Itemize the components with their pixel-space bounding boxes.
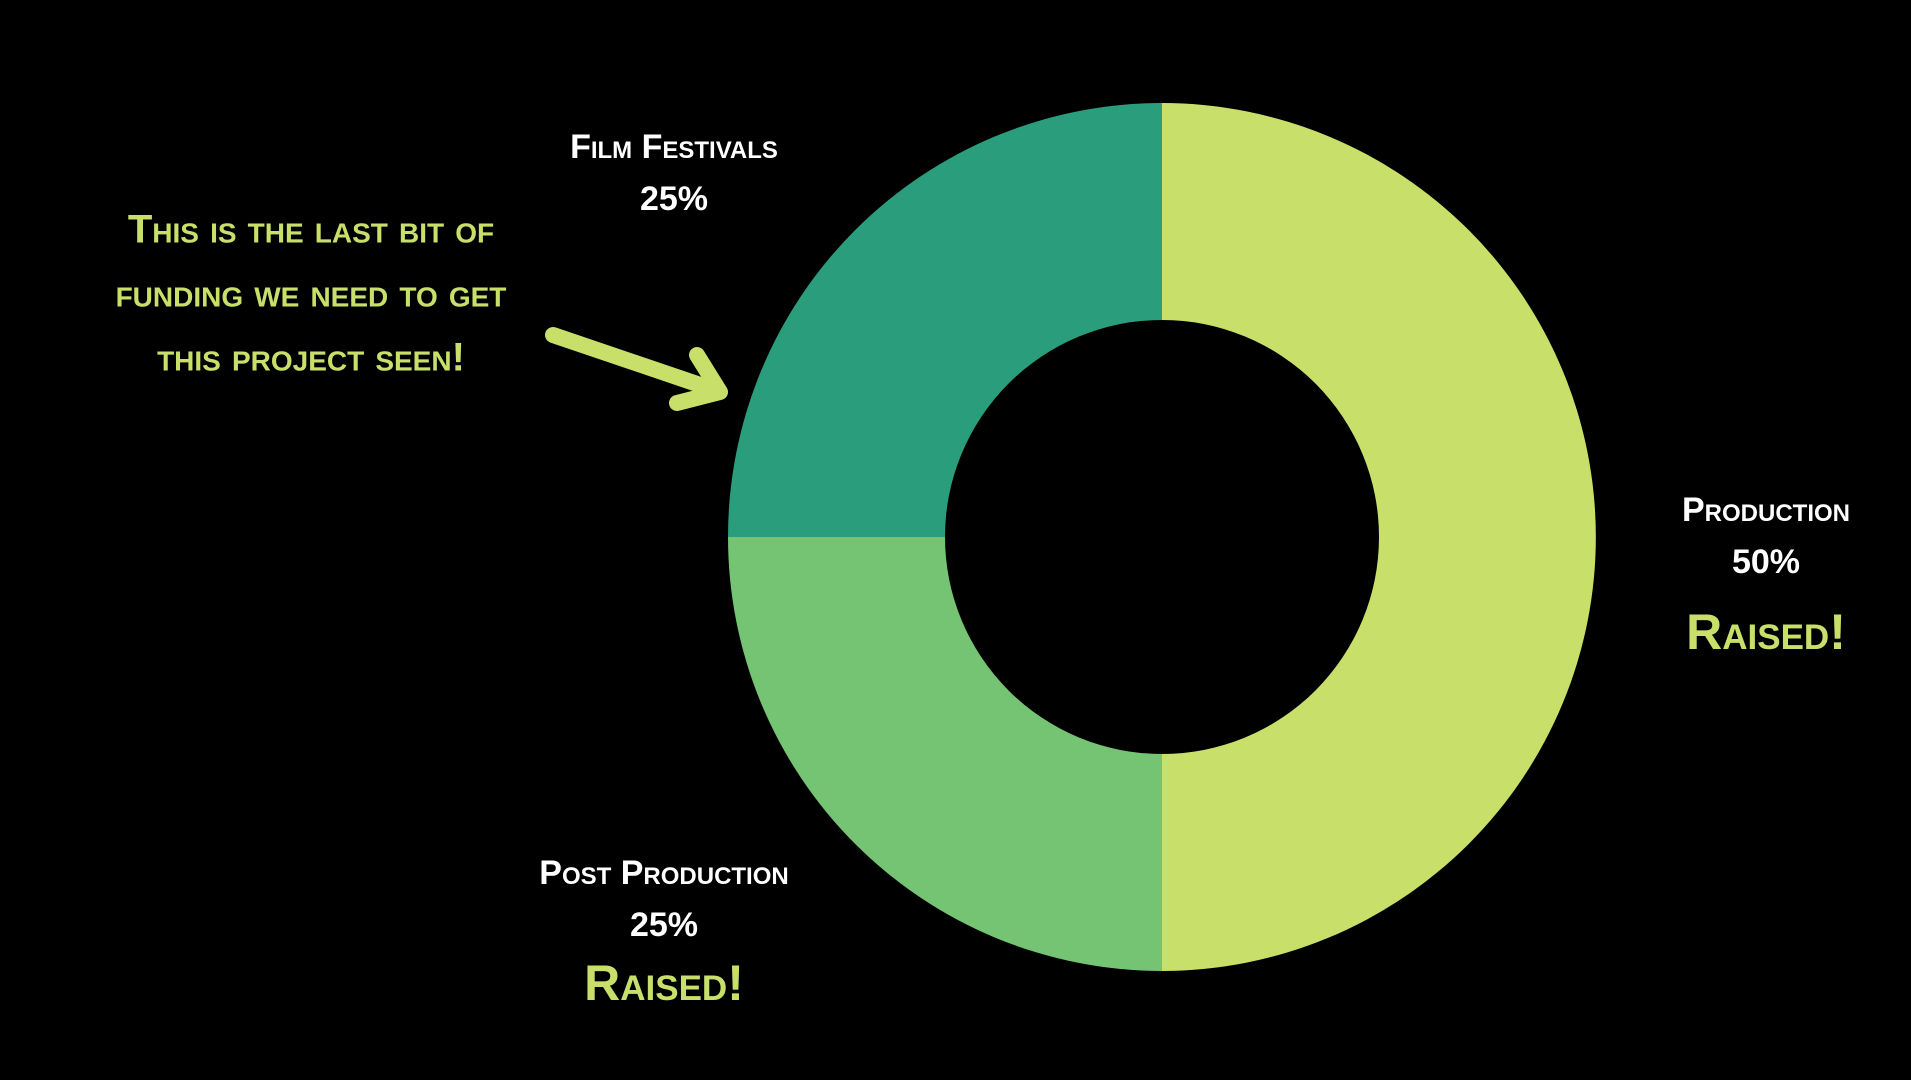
donut-slice — [728, 537, 1162, 971]
slice-label: Film Festivals — [570, 128, 778, 166]
raised-annotation: Raised! — [1686, 604, 1846, 660]
callout-text: This is the last bit of — [128, 208, 494, 252]
slice-label: Post Production — [539, 854, 788, 892]
slice-label: Production — [1682, 491, 1850, 529]
callout-text: funding we need to get — [116, 272, 507, 316]
callout-arrow — [545, 327, 728, 411]
callout-text: this project seen! — [157, 336, 465, 380]
raised-annotation: Raised! — [584, 955, 744, 1011]
donut-slice — [1162, 103, 1596, 971]
value-label: 25% — [640, 180, 708, 218]
value-label: 50% — [1732, 543, 1800, 581]
value-label: 25% — [630, 906, 698, 944]
donut-slice — [728, 103, 1162, 537]
